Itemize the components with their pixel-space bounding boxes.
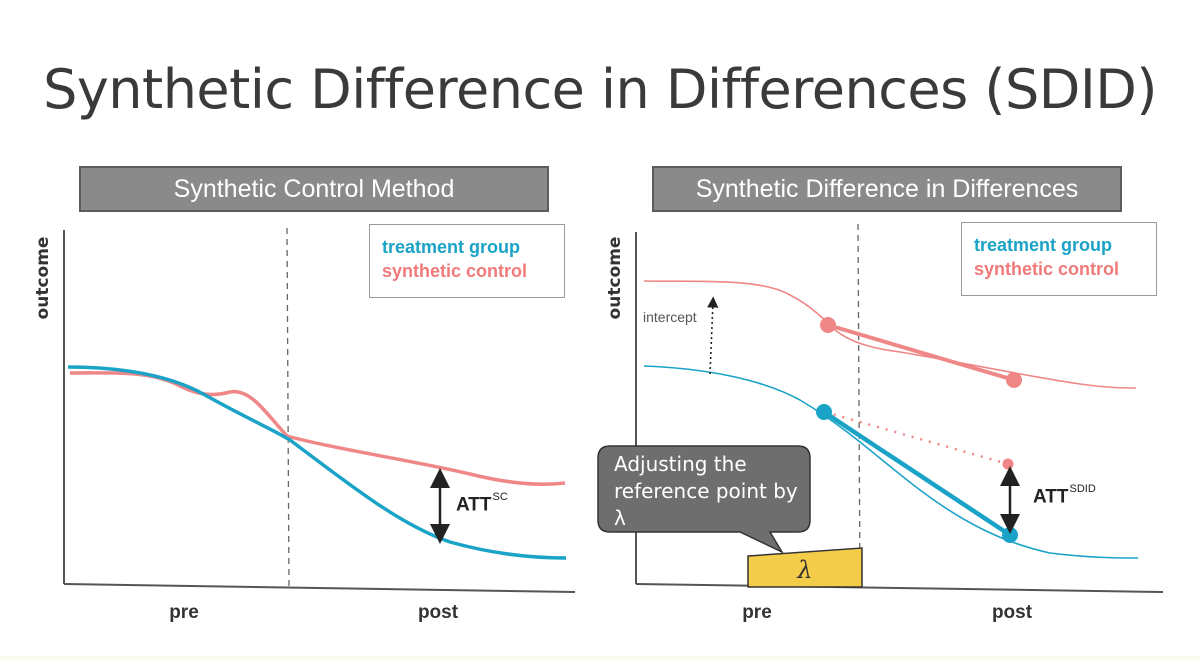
right-treatment-point-pre [816, 404, 832, 420]
legend-treatment-label: treatment group [382, 237, 521, 257]
att-sc-text: ATT [456, 494, 492, 516]
att-sdid-superscript: SDID [1069, 483, 1096, 495]
intercept-label: intercept [643, 309, 697, 325]
left-x-label-pre: pre [169, 602, 199, 623]
att-sc-label: ATTSC [456, 491, 508, 516]
right-synthetic-point-post [1006, 372, 1022, 388]
right-treatment-segment [822, 410, 1012, 537]
legend-right: treatment group synthetic control [961, 222, 1157, 296]
left-x-label-post: post [417, 602, 459, 623]
left-y-axis-label: outcome [33, 236, 53, 320]
header-synthetic-control: Synthetic Control Method [79, 166, 549, 212]
lambda-weight-box [747, 547, 863, 588]
right-counterfactual-point [1002, 458, 1014, 470]
right-y-axis-label: outcome [605, 236, 625, 320]
right-treatment-point-post [1002, 527, 1018, 543]
legend-treatment-label: treatment group [974, 235, 1113, 255]
legend-synthetic-label: synthetic control [974, 259, 1120, 279]
right-x-label-post: post [991, 602, 1033, 623]
right-treatment-curve [643, 365, 1139, 559]
left-treatment-curve [67, 365, 567, 560]
callout-bubble [597, 445, 811, 554]
left-synthetic-curve [69, 371, 566, 487]
right-synthetic-segment [827, 323, 1015, 382]
header-sdid: Synthetic Difference in Differences [652, 166, 1122, 212]
intercept-arrow [707, 296, 719, 375]
att-sdid-label: ATTSDID [1033, 483, 1096, 508]
att-sdid-text: ATT [1033, 486, 1069, 508]
right-synthetic-point-pre [820, 317, 836, 333]
right-x-label-pre: pre [742, 602, 772, 623]
lambda-symbol: λ [797, 556, 813, 584]
legend-left: treatment group synthetic control [369, 224, 565, 298]
left-intervention-line [286, 227, 290, 589]
page-title: Synthetic Difference in Differences (SDI… [43, 58, 1157, 121]
legend-synthetic-label: synthetic control [382, 261, 528, 281]
right-counterfactual-line [824, 410, 1009, 466]
left-x-axis [63, 583, 576, 593]
callout-text: Adjusting the reference point by λ [614, 452, 798, 530]
right-synthetic-curve [643, 280, 1137, 389]
att-sc-superscript: SC [492, 491, 508, 503]
right-x-axis [635, 583, 1164, 593]
right-intervention-line [857, 223, 861, 589]
bottom-strip [0, 656, 1200, 660]
